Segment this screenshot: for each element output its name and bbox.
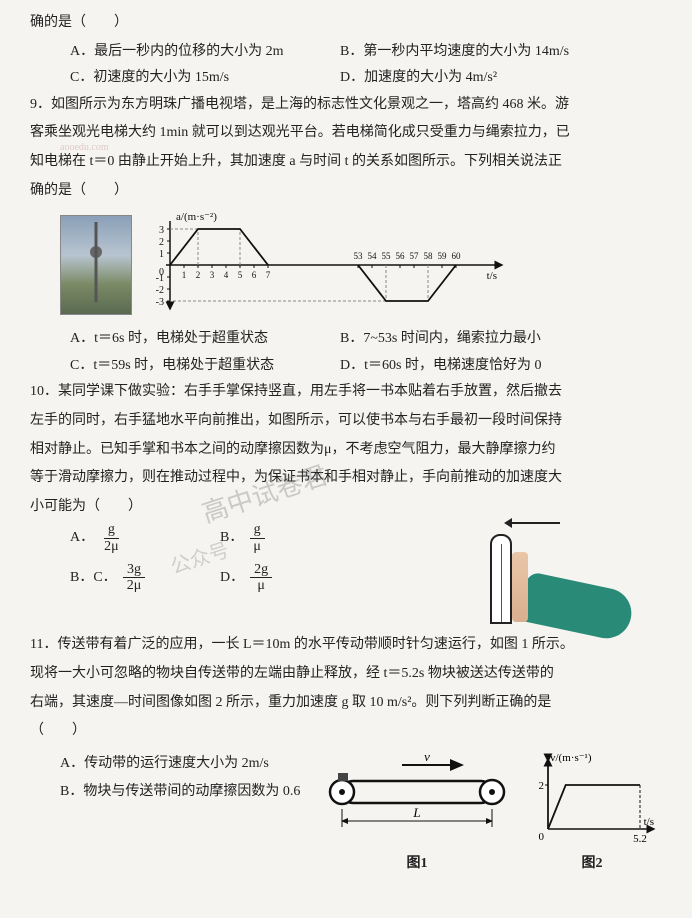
q10-d-label: D． (220, 565, 244, 592)
faint-watermark: aooedu.com (60, 138, 109, 157)
q8-opt-d: D．加速度的大小为 4m/s² (340, 65, 580, 92)
q10-d-den: μ (253, 578, 269, 593)
svg-text:t/s: t/s (487, 270, 497, 282)
push-arrow-icon (510, 522, 560, 524)
svg-text:7: 7 (266, 270, 271, 280)
q9-stem-l1: 9．如图所示为东方明珠广播电视塔，是上海的标志性文化景观之一，塔高约 468 米… (30, 92, 662, 119)
svg-text:1: 1 (159, 249, 164, 260)
q10-a-num: g (104, 522, 119, 538)
q10-b-den: μ (249, 539, 265, 554)
svg-text:v: v (424, 751, 430, 764)
q10-opt-d: D． 2g μ (220, 562, 370, 594)
svg-text:2: 2 (539, 780, 545, 792)
svg-text:-3: -3 (156, 297, 164, 308)
q8-opt-c: C．初速度的大小为 15m/s (70, 65, 310, 92)
svg-text:5: 5 (238, 270, 243, 280)
svg-text:0: 0 (539, 831, 545, 843)
q11-row: A．传动带的运行速度大小为 2m/s B．物块与传送带间的动摩擦因数为 0.6 … (30, 751, 662, 871)
q9-at-graph: -3-2-1123012345675354555657585960a/(m·s⁻… (132, 210, 512, 320)
q10-opt-b: B． g μ (220, 522, 370, 554)
q8-options: A．最后一秒内的位移的大小为 2m B．第一秒内平均速度的大小为 14m/s C… (70, 39, 662, 92)
q10-d-num: 2g (250, 562, 272, 578)
q10-stem-l1: 10．某同学课下做实验：右手手掌保持竖直，用左手将一书本贴着右手放置，然后撤去 (30, 379, 662, 406)
svg-text:55: 55 (382, 251, 392, 261)
q10-options: A． g 2μ B． g μ B．C． 3g 2μ D． 2g μ (70, 522, 390, 602)
q11-opt-a: A．传动带的运行速度大小为 2m/s (60, 751, 312, 778)
q9-figure-row: -3-2-1123012345675354555657585960a/(m·s⁻… (60, 210, 662, 320)
belt-svg: vL (312, 751, 522, 851)
svg-text:53: 53 (354, 251, 364, 261)
q9-options: A．t＝6s 时，电梯处于超重状态 B．7~53s 时间内，绳索拉力最小 C．t… (70, 326, 662, 379)
q10-opt-a: A． g 2μ (70, 522, 220, 554)
svg-text:5.2: 5.2 (633, 833, 647, 845)
fig2-label: 图2 (522, 851, 662, 878)
q10-a-frac: g 2μ (100, 522, 123, 554)
svg-text:0: 0 (159, 267, 164, 278)
q11-stem-l3: 右端，其速度—时间图像如图 2 所示，重力加速度 g 取 10 m/s²。则下列… (30, 690, 662, 717)
svg-text:L: L (412, 805, 420, 820)
svg-text:56: 56 (396, 251, 406, 261)
q9-stem-l3: 知电梯在 t＝0 由静止开始上升，其加速度 a 与时间 t 的关系如图所示。下列… (30, 149, 662, 176)
svg-text:1: 1 (182, 270, 187, 280)
svg-text:54: 54 (368, 251, 378, 261)
svg-text:a/(m·s⁻²): a/(m·s⁻²) (176, 211, 217, 223)
q10-stem-l2: 左手的同时，右手猛地水平向前推出，如图所示，可以使书本与右手最初一段时间保持 (30, 408, 662, 435)
q10-c-frac: 3g 2μ (123, 562, 146, 594)
q9-stem-l2: 客乘坐观光电梯大约 1min 就可以到达观光平台。若电梯简化成只受重力与绳索拉力… (30, 120, 662, 147)
q10-stem-l3: 相对静止。已知手掌和书本之间的动摩擦因数为μ，不考虑空气阻力，最大静摩擦力约 (30, 437, 662, 464)
svg-text:-2: -2 (156, 285, 164, 296)
q10-c-den: 2μ (123, 578, 146, 593)
q8-stem-tail: 确的是（ ） (30, 10, 662, 37)
q11-belt-figure: vL 图1 (312, 751, 522, 871)
q9-opt-b: B．7~53s 时间内，绳索拉力最小 (340, 326, 580, 353)
q9-stem-l4: 确的是（ ） (30, 178, 662, 205)
q10-b-frac: g μ (249, 522, 265, 554)
palm-shape (512, 552, 528, 622)
svg-text:t/s: t/s (644, 816, 654, 828)
svg-text:57: 57 (410, 251, 420, 261)
q11-stem-l4: （ ） (30, 718, 662, 745)
fig1-label: 图1 (312, 851, 522, 878)
svg-text:6: 6 (252, 270, 257, 280)
q9-opt-a: A．t＝6s 时，电梯处于超重状态 (70, 326, 310, 353)
q10-a-den: 2μ (100, 539, 123, 554)
q10-c-label: B．C． (70, 565, 117, 592)
svg-text:2: 2 (196, 270, 201, 280)
q8-opt-a: A．最后一秒内的位移的大小为 2m (70, 39, 310, 66)
svg-text:60: 60 (452, 251, 462, 261)
q10-row: A． g 2μ B． g μ B．C． 3g 2μ D． 2g μ (30, 522, 662, 632)
q8-opt-b: B．第一秒内平均速度的大小为 14m/s (340, 39, 580, 66)
svg-text:3: 3 (159, 225, 164, 236)
q10-c-num: 3g (123, 562, 145, 578)
book-shape (490, 534, 512, 624)
svg-text:59: 59 (438, 251, 448, 261)
q11-stem-l1: 11．传送带有着广泛的应用，一长 L＝10m 的水平传动带顺时针匀速运行，如图 … (30, 632, 662, 659)
vt-svg: 2 5.2 0 v/(m·s⁻¹) t/s (522, 751, 662, 851)
q10-opt-c: B．C． 3g 2μ (70, 562, 220, 594)
q11-opt-b: B．物块与传送带间的动摩擦因数为 0.6 (60, 779, 312, 806)
q10-b-label: B． (220, 525, 243, 552)
svg-text:3: 3 (210, 270, 215, 280)
svg-text:2: 2 (159, 237, 164, 248)
q10-a-label: A． (70, 525, 94, 552)
q10-stem-l4: 等于滑动摩擦力，则在推动过程中，为保证书本和手相对静止，手向前推动的加速度大 (30, 465, 662, 492)
q9-opt-c: C．t＝59s 时，电梯处于超重状态 (70, 353, 310, 380)
svg-text:58: 58 (424, 251, 434, 261)
q11-vt-figure: 25.20v/(m·s⁻¹)t/s 图2 (522, 751, 662, 871)
q9-opt-d: D．t＝60s 时，电梯速度恰好为 0 (340, 353, 580, 380)
svg-text:4: 4 (224, 270, 229, 280)
q10-hand-figure (430, 522, 630, 632)
q11-stem-l2: 现将一大小可忽略的物块自传送带的左端由静止释放，经 t＝5.2s 物块被送达传送… (30, 661, 662, 688)
svg-text:v/(m·s⁻¹): v/(m·s⁻¹) (550, 752, 592, 764)
q10-stem-l5: 小可能为（ ） (30, 494, 662, 521)
q11-options: A．传动带的运行速度大小为 2m/s B．物块与传送带间的动摩擦因数为 0.6 (60, 751, 312, 808)
q10-b-num: g (250, 522, 265, 538)
tower-photo (60, 215, 132, 315)
q10-d-frac: 2g μ (250, 562, 272, 594)
